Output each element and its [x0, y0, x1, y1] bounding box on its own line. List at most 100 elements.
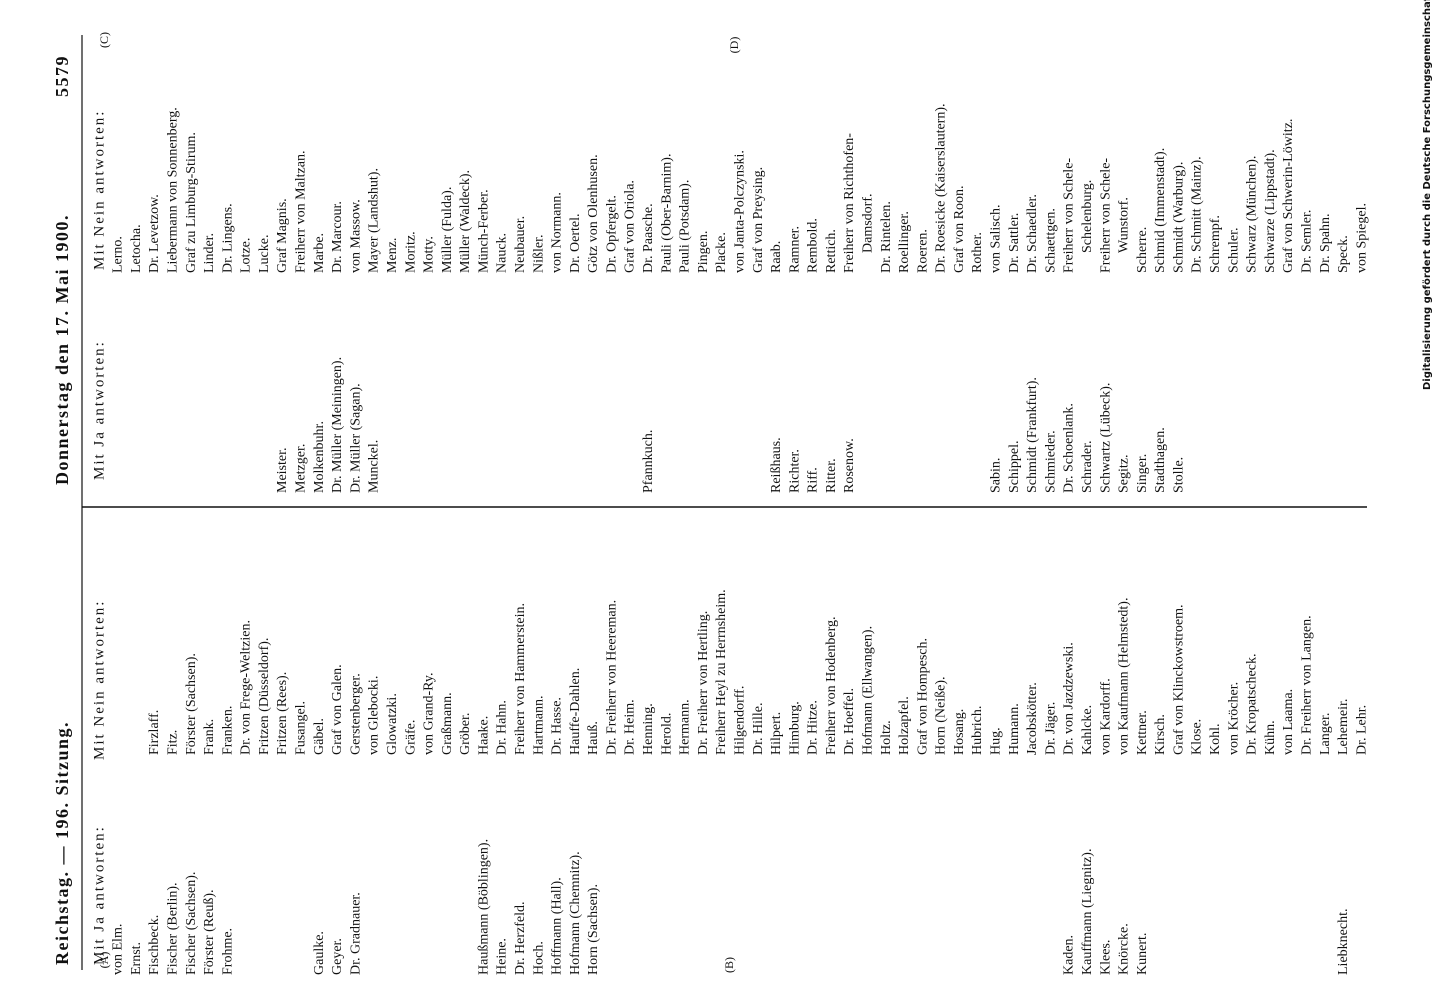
no-entry: Holzapfel. — [897, 696, 912, 755]
no-entry: Dr. Lingens. — [220, 203, 235, 273]
no-entry: Dr. Hasse. — [550, 697, 565, 755]
no-entry: Motty. — [422, 236, 437, 273]
rotated-page: Reichstag. — 196. Sitzung. Donnerstag de… — [52, 0, 1433, 975]
yes-entry: Gaulke. — [312, 931, 327, 975]
yes-entry: Reißhaus. — [769, 437, 784, 493]
no-entry: Dr. Hille. — [751, 703, 766, 756]
yes-entry: Schrader. — [1080, 441, 1095, 493]
yes-entry: Rosenow. — [842, 438, 857, 493]
no-entry: Graf von Galen. — [330, 664, 345, 755]
yes-entry: Hoch. — [531, 941, 546, 975]
yes-entry: Pfannkuch. — [641, 430, 656, 493]
no-entry: Kohl. — [1208, 724, 1223, 756]
no-entry: Placke. — [714, 232, 729, 273]
no-entry: Schuler. — [1226, 228, 1241, 274]
no-entry: Kettner. — [1135, 710, 1150, 755]
no-entry: Dr. Rintelen. — [879, 201, 894, 273]
yes-entry: Stadthagen. — [1153, 427, 1168, 493]
no-entry: Götz von Olenhusen. — [586, 154, 601, 273]
no-entry: Dr. Lehr. — [1354, 705, 1369, 755]
no-entry: Moritz. — [403, 231, 418, 273]
no-entry: Herold. — [659, 713, 674, 755]
no-entry: Roellinger. — [897, 211, 912, 273]
no-entry: Marbe. — [312, 233, 327, 273]
no-entry: Hauffe-Dahlen. — [568, 668, 583, 755]
yes-entry: Horn (Sachsen). — [586, 884, 601, 975]
no-entry: Letocha. — [129, 224, 144, 273]
no-entry: Schwarz (München). — [1245, 156, 1260, 273]
no-entry: Frank. — [202, 719, 217, 755]
no-entry: Graßmann. — [440, 692, 455, 755]
no-entry: Hubrich. — [970, 706, 985, 755]
margin-mark: (B) — [722, 957, 736, 973]
yes-entry: Schmieder. — [1043, 430, 1058, 493]
margin-mark: (A) — [97, 952, 111, 969]
yes-entry: Dr. Müller (Sagan). — [348, 383, 363, 493]
no-entry: Dr. Opfergelt. — [604, 195, 619, 273]
no-entry: Rembold. — [806, 218, 821, 273]
yes-entry: Metzger. — [294, 444, 309, 493]
no-entry: Graf von Roon. — [952, 186, 967, 274]
no-entry: Hartmann. — [531, 696, 546, 755]
no-entry: Hermann. — [678, 699, 693, 755]
no-entry: Pingen. — [696, 231, 711, 273]
no-entry: Pauli (Potsdam). — [678, 180, 693, 273]
yes-heading: Mit Ja antworten: — [91, 340, 107, 480]
margin-mark: (C) — [97, 32, 111, 48]
no-entry: Fusangel. — [294, 701, 309, 755]
no-entry: Dr. Freiherr von Langen. — [1299, 615, 1314, 755]
no-entry: Gräfe. — [403, 720, 418, 755]
yes-entry: Knörcke. — [1117, 923, 1132, 975]
yes-entry: Fischer (Berlin). — [165, 882, 180, 975]
no-entry: Dr. Schmitt (Mainz). — [1190, 156, 1205, 273]
yes-entry: Munckel. — [367, 440, 382, 493]
no-entry: Freiherr von Hodenberg. — [824, 616, 839, 755]
header-left: Reichstag. — 196. Sitzung. — [52, 721, 72, 965]
yes-entry: Ernst. — [129, 942, 144, 975]
no-entry: Horn (Neiße). — [934, 676, 949, 755]
no-entry: Fritzen (Rees). — [275, 672, 290, 755]
no-entry: von Kardorff. — [1098, 678, 1113, 755]
no-entry: Dr. Heim. — [623, 699, 638, 755]
no-entry: Menz. — [385, 238, 400, 273]
no-entry: Kirsch. — [1153, 714, 1168, 755]
yes-entry: Stolle. — [1171, 457, 1186, 493]
no-entry: Glowatzki. — [385, 693, 400, 755]
no-entry: Dr. von Jazdzewski. — [1062, 642, 1077, 755]
no-entry: Damsdorf. — [861, 194, 876, 254]
yes-entry: Hofmann (Chemnitz). — [568, 851, 583, 975]
yes-entry: Dr. Müller (Meiningen). — [330, 357, 345, 493]
no-entry: Nauck. — [495, 233, 510, 273]
no-entry: Graf Magnis. — [275, 198, 290, 273]
yes-entry: Schwartz (Lübeck). — [1098, 383, 1113, 493]
no-entry: Hilgendorff. — [732, 686, 747, 755]
no-entry: Lerno. — [111, 236, 126, 273]
no-entry: Lotze. — [239, 238, 254, 273]
no-entry: Münch-Ferber. — [476, 189, 491, 273]
no-entry: Förster (Sachsen). — [184, 653, 199, 755]
yes-entry: Fischer (Sachsen). — [184, 872, 199, 975]
no-entry: Freiherr von Hammerstein. — [513, 603, 528, 755]
no-entry: Fritzen (Düsseldorf). — [257, 638, 272, 755]
no-entry: Ramner. — [787, 226, 802, 273]
no-entry: Dr. von Frege-Weltzien. — [239, 620, 254, 755]
no-entry: Hofmann (Ellwangen). — [861, 626, 876, 755]
yes-entry: Dr. Schoenlank. — [1062, 403, 1077, 493]
yes-entry: Ritter. — [824, 458, 839, 493]
yes-entry: Geyer. — [330, 938, 345, 975]
no-entry: Hosang. — [952, 709, 967, 755]
no-entry: Franken. — [220, 706, 235, 755]
no-entry: von Normann. — [550, 192, 565, 273]
no-entry: Holtz. — [879, 720, 894, 755]
no-entry: von Massow. — [348, 199, 363, 273]
no-heading: Mit Nein antworten: — [91, 110, 107, 270]
yes-heading: Mit Ja antworten: — [91, 825, 107, 965]
no-entry: Hilpert. — [769, 712, 784, 755]
yes-entry: Förster (Reuß). — [202, 889, 217, 975]
yes-entry: Dr. Herzfeld. — [513, 902, 528, 975]
no-entry: von Kaufmann (Helmstedt). — [1117, 598, 1132, 755]
no-entry: Freiherr Heyl zu Herrnsheim. — [714, 589, 729, 755]
no-entry: Graf von Preysing. — [751, 167, 766, 273]
yes-entry: Singer. — [1135, 454, 1150, 493]
